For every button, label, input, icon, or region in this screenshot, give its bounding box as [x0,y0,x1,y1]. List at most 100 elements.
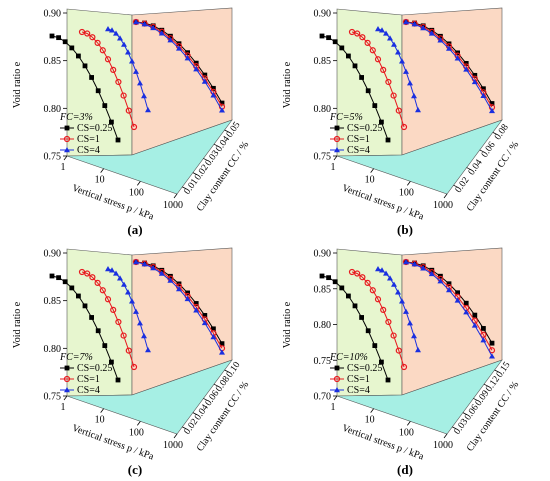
z-tick-mark [479,149,484,153]
y-tick-label: 0.90 [314,9,332,20]
data-point [387,35,393,41]
data-point [346,293,351,299]
data-point [407,80,413,86]
data-point [411,261,418,267]
data-point [333,375,341,383]
data-point [380,306,387,313]
data-point [420,265,427,271]
data-point [334,125,340,131]
data-point [137,80,143,86]
x-tick-mark [333,395,338,401]
data-point [141,261,148,267]
panel-label: (c) [128,462,142,477]
panel-label: (d) [397,462,413,477]
data-point [352,63,358,69]
data-point [395,49,401,55]
data-point [390,332,397,339]
x-tick-label: 1 [61,162,66,173]
data-point [82,303,88,309]
legend-label: CS=1 [347,374,370,385]
x-tick-label: 10 [365,175,375,186]
data-point [102,103,108,108]
data-point [130,363,138,371]
panel-label: (a) [127,222,142,237]
data-point [400,363,408,371]
data-point [437,278,444,284]
legend-label: CS=4 [347,385,370,396]
data-point [472,312,478,318]
data-point [211,326,216,332]
data-point [130,123,138,131]
data-point [374,296,382,303]
data-point [471,322,478,328]
legend-label: CS=0.25 [347,363,382,374]
data-point [137,320,143,326]
legend-label: CS=0.25 [347,123,382,134]
x-tick-mark [443,433,448,439]
data-point [379,27,385,33]
y-axis-title: Void ratio e [282,301,293,348]
data-point [480,337,487,343]
legend-label: CS=0.25 [77,363,112,374]
data-point [105,26,111,32]
data-point [455,290,460,296]
data-point [105,266,111,272]
data-point [56,35,61,41]
data-point [391,281,397,287]
x-tick-mark [137,421,141,426]
data-point [489,101,495,106]
data-point [446,45,452,51]
data-point [95,328,101,334]
data-point [150,24,157,31]
data-point [184,55,191,61]
x-tick-mark [173,433,178,439]
data-point [319,33,325,39]
data-point [326,275,331,281]
data-point [352,303,358,309]
z-tick-mark [492,131,498,135]
data-point [429,27,435,33]
legend-label: CS=1 [77,134,100,145]
y-tick-label: 0.90 [314,249,332,260]
data-point [385,78,392,86]
data-point [201,78,208,84]
data-point [210,334,217,340]
y-tick-label: 0.75 [44,392,62,403]
data-point [472,72,478,78]
data-point [380,66,387,73]
y-tick-label: 0.90 [44,9,62,20]
data-point [89,75,94,80]
data-point [339,285,345,291]
y-tick-label: 0.85 [314,56,332,67]
z-tick-mark [192,172,198,176]
data-point [385,377,391,383]
data-point [332,39,338,45]
z-tick-mark [466,167,471,170]
data-point [141,93,147,99]
x-tick-mark [63,395,68,401]
data-point [420,25,427,31]
data-point [219,100,225,106]
data-point [354,270,361,277]
data-point [383,30,389,36]
legend-label: CS=4 [77,145,100,156]
x-tick-mark [370,408,374,413]
data-point [193,301,199,306]
y-tick-label: 0.80 [44,104,62,115]
data-point [89,274,96,281]
y-tick-label: 0.85 [44,296,62,307]
legend-fc-label: FC=7% [59,352,93,363]
data-point [133,19,139,25]
data-point [400,123,408,131]
data-point [184,295,191,302]
x-tick-mark [443,193,448,199]
data-point [379,119,384,125]
x-tick-mark [407,421,411,426]
data-point [411,21,418,27]
data-point [193,66,200,72]
y-tick-label: 0.90 [44,249,62,260]
data-point [375,26,381,32]
y-tick-label: 0.80 [314,104,332,115]
